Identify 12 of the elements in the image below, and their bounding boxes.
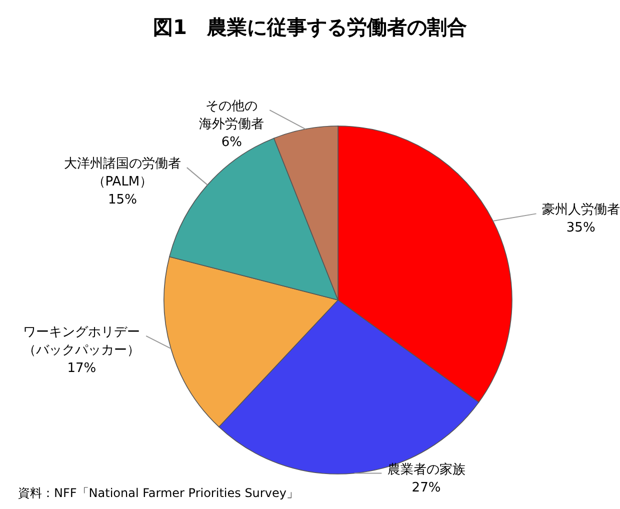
slice-label: 農業者の家族 bbox=[387, 461, 466, 478]
chart-title: 図1 農業に従事する労働者の割合 bbox=[153, 15, 467, 39]
data-label: 27% bbox=[412, 480, 441, 496]
slice-label: 豪州人労働者 bbox=[542, 202, 620, 218]
data-label: 15% bbox=[108, 192, 137, 208]
slice-label: ワーキングホリデー（バックパッカー） bbox=[23, 324, 140, 358]
data-label: 35% bbox=[566, 220, 596, 236]
text: 資料：NFF「National Farmer Priorities Survey」 bbox=[18, 486, 298, 500]
data-label: 6% bbox=[221, 135, 242, 150]
data-label: 17% bbox=[67, 360, 96, 376]
slice-label: 大洋州諸国の労働者（PALM） bbox=[64, 156, 181, 190]
slice-label: その他の海外労働者 bbox=[199, 99, 264, 132]
